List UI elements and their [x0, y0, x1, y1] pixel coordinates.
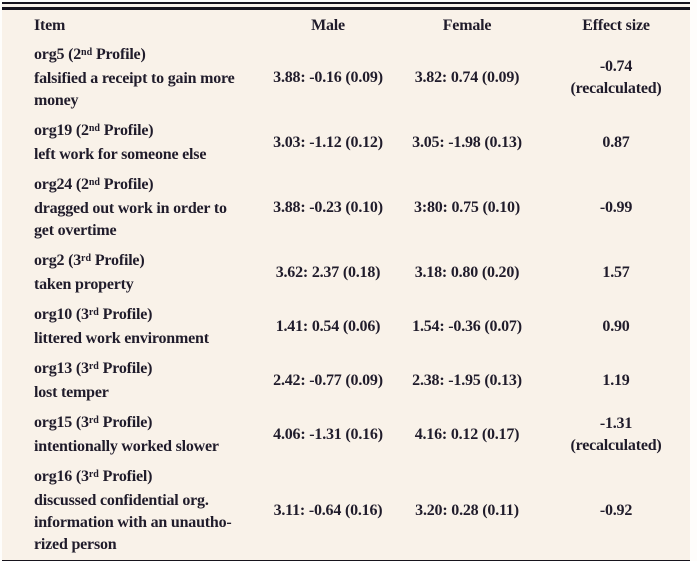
item-profile: Profiel): [98, 468, 153, 485]
ordinal-superscript: nd: [88, 122, 100, 134]
item-id: org2 (3: [34, 252, 82, 269]
item-cell: org5 (2nd Profile) falsified a receipt t…: [2, 40, 264, 116]
item-description: intentionally worked slower: [34, 438, 219, 455]
effect-size-value: 0.87: [602, 134, 630, 151]
item-profile: Profile): [92, 46, 146, 63]
item-title: org16 (3rd Profiel): [34, 466, 264, 490]
effect-size-value: 1.19: [602, 372, 630, 389]
item-id: org15 (3: [34, 414, 89, 431]
male-value: 3.11: -0.64 (0.16): [273, 502, 383, 519]
table-header: Item Male Female Effect size: [2, 10, 690, 40]
item-id: org13 (3: [34, 360, 89, 377]
item-profile: Profile): [98, 414, 153, 431]
female-value: 2.38: -1.95 (0.13): [412, 372, 522, 389]
item-description: littered work environment: [34, 330, 209, 347]
ordinal-superscript: rd: [88, 468, 99, 480]
effect-size-value: -0.99: [599, 199, 633, 216]
item-cell: org16 (3rd Profiel) discussed confidenti…: [2, 462, 264, 560]
item-title: org24 (2nd Profile): [34, 174, 264, 198]
female-value: 1.54: -0.36 (0.07): [412, 318, 522, 335]
item-cell: org15 (3rd Profile) intentionally worked…: [2, 408, 264, 462]
effect-size-value: -0.74 (recalculated): [570, 58, 662, 97]
item-cell: org24 (2nd Profile) dragged out work in …: [2, 170, 264, 246]
top-border-thick-rule: [2, 7, 690, 10]
ordinal-superscript: nd: [81, 46, 93, 58]
top-border-thin-rule: [2, 2, 690, 4]
item-profile: Profile): [91, 252, 145, 269]
item-description: falsified a receipt to gain more money: [34, 70, 235, 109]
female-value: 3.05: -1.98 (0.13): [412, 134, 522, 151]
item-profile: Profile): [98, 360, 153, 377]
item-cell: org13 (3rd Profile) lost temper: [2, 354, 264, 408]
item-title: org10 (3rd Profile): [34, 304, 264, 328]
male-value: 3.88: -0.23 (0.10): [273, 199, 383, 216]
column-header-effect-size: Effect size: [582, 17, 650, 34]
item-title: org2 (3rd Profile): [34, 250, 264, 274]
table-row-org16: org16 (3rd Profiel) discussed confidenti…: [2, 462, 690, 560]
item-description: discussed confidential org. information …: [34, 492, 232, 553]
item-profile: Profile): [98, 306, 153, 323]
item-description: taken property: [34, 276, 134, 293]
ordinal-superscript: rd: [81, 252, 92, 264]
effect-size-value: 1.57: [602, 264, 630, 281]
item-id: org5 (2: [34, 46, 82, 63]
item-id: org10 (3: [34, 306, 89, 323]
female-value: 3:80: 0.75 (0.10): [414, 199, 520, 216]
item-title: org13 (3rd Profile): [34, 358, 264, 382]
male-value: 1.41: 0.54 (0.06): [275, 318, 381, 335]
ordinal-superscript: rd: [88, 414, 99, 426]
item-cell: org10 (3rd Profile) littered work enviro…: [2, 300, 264, 354]
female-value: 3.82: 0.74 (0.09): [414, 69, 520, 86]
table-row-org19: org19 (2nd Profile) left work for someon…: [2, 116, 690, 170]
table-row-org13: org13 (3rd Profile) lost temper 2.42: -0…: [2, 354, 690, 408]
table-row-org2: org2 (3rd Profile) taken property 3.62: …: [2, 246, 690, 300]
column-header-male: Male: [311, 17, 345, 34]
male-value: 4.06: -1.31 (0.16): [273, 426, 383, 443]
effect-size-value: 0.90: [602, 318, 630, 335]
item-title: org15 (3rd Profile): [34, 412, 264, 436]
male-value: 3.88: -0.16 (0.09): [273, 69, 383, 86]
item-title: org19 (2nd Profile): [34, 120, 264, 144]
effect-size-value: -0.92: [599, 502, 633, 519]
male-value: 3.03: -1.12 (0.12): [273, 134, 383, 151]
female-value: 3.18: 0.80 (0.20): [414, 264, 520, 281]
male-value: 3.62: 2.37 (0.18): [275, 264, 381, 281]
female-value: 4.16: 0.12 (0.17): [414, 426, 520, 443]
ordinal-superscript: nd: [88, 176, 100, 188]
statistics-table: Item Male Female Effect size org5 (2nd P…: [2, 10, 690, 560]
item-id: org19 (2: [34, 122, 89, 139]
male-value: 2.42: -0.77 (0.09): [273, 372, 383, 389]
item-description: dragged out work in order to get overtim…: [34, 200, 227, 239]
item-description: lost temper: [34, 384, 109, 401]
header-row: Item Male Female Effect size: [2, 10, 690, 40]
table-row-org10: org10 (3rd Profile) littered work enviro…: [2, 300, 690, 354]
table-row-org5: org5 (2nd Profile) falsified a receipt t…: [2, 40, 690, 116]
ordinal-superscript: rd: [88, 360, 99, 372]
female-value: 3.20: 0.28 (0.11): [415, 502, 519, 519]
item-title: org5 (2nd Profile): [34, 44, 264, 68]
effect-size-value: -1.31 (recalculated): [570, 415, 662, 454]
item-description: left work for someone else: [34, 146, 207, 163]
item-cell: org2 (3rd Profile) taken property: [2, 246, 264, 300]
ordinal-superscript: rd: [88, 306, 99, 318]
item-profile: Profile): [99, 122, 154, 139]
table-row-org15: org15 (3rd Profile) intentionally worked…: [2, 408, 690, 462]
table-body: org5 (2nd Profile) falsified a receipt t…: [2, 40, 690, 560]
column-header-item: Item: [34, 17, 66, 34]
column-header-female: Female: [442, 17, 492, 34]
item-id: org24 (2: [34, 176, 89, 193]
item-cell: org19 (2nd Profile) left work for someon…: [2, 116, 264, 170]
item-id: org16 (3: [34, 468, 89, 485]
item-profile: Profile): [99, 176, 154, 193]
table-row-org24: org24 (2nd Profile) dragged out work in …: [2, 170, 690, 246]
